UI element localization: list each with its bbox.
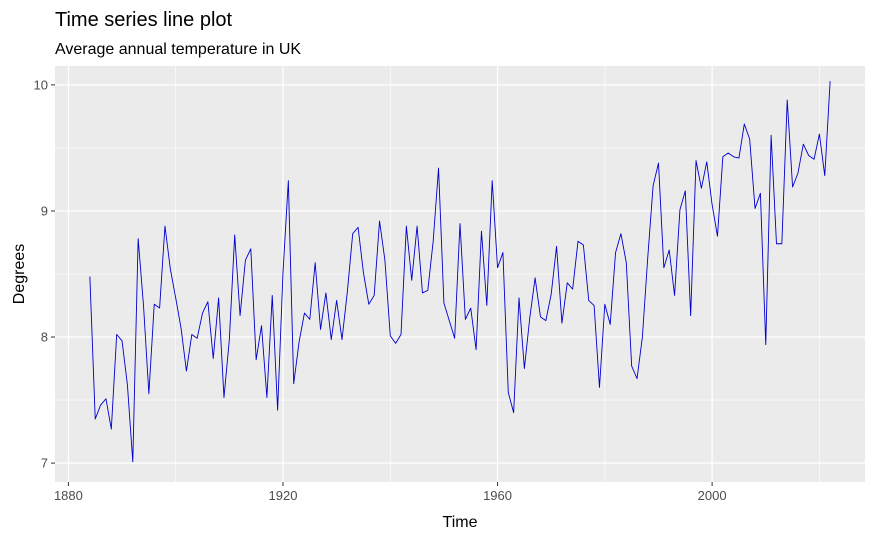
x-axis-title: Time [443,514,478,531]
series-layer [89,81,831,463]
series-line-0 [89,81,831,463]
x-tick-label: 2000 [698,488,727,503]
y-tick-label: 10 [34,77,48,92]
x-tick-label: 1960 [483,488,512,503]
y-tick-label: 8 [41,330,48,345]
y-axis: 7 8 9 10 [34,77,55,471]
x-axis: 1880 1920 1960 2000 [54,482,727,503]
x-tick-label: 1920 [269,488,298,503]
x-tick-label: 1880 [54,488,83,503]
chart-subtitle: Average annual temperature in UK [55,41,301,58]
y-tick-label: 9 [41,203,48,218]
y-axis-title: Degrees [11,244,28,304]
chart-title: Time series line plot [55,9,233,31]
y-tick-label: 7 [41,456,48,471]
major-gridlines [55,66,865,482]
